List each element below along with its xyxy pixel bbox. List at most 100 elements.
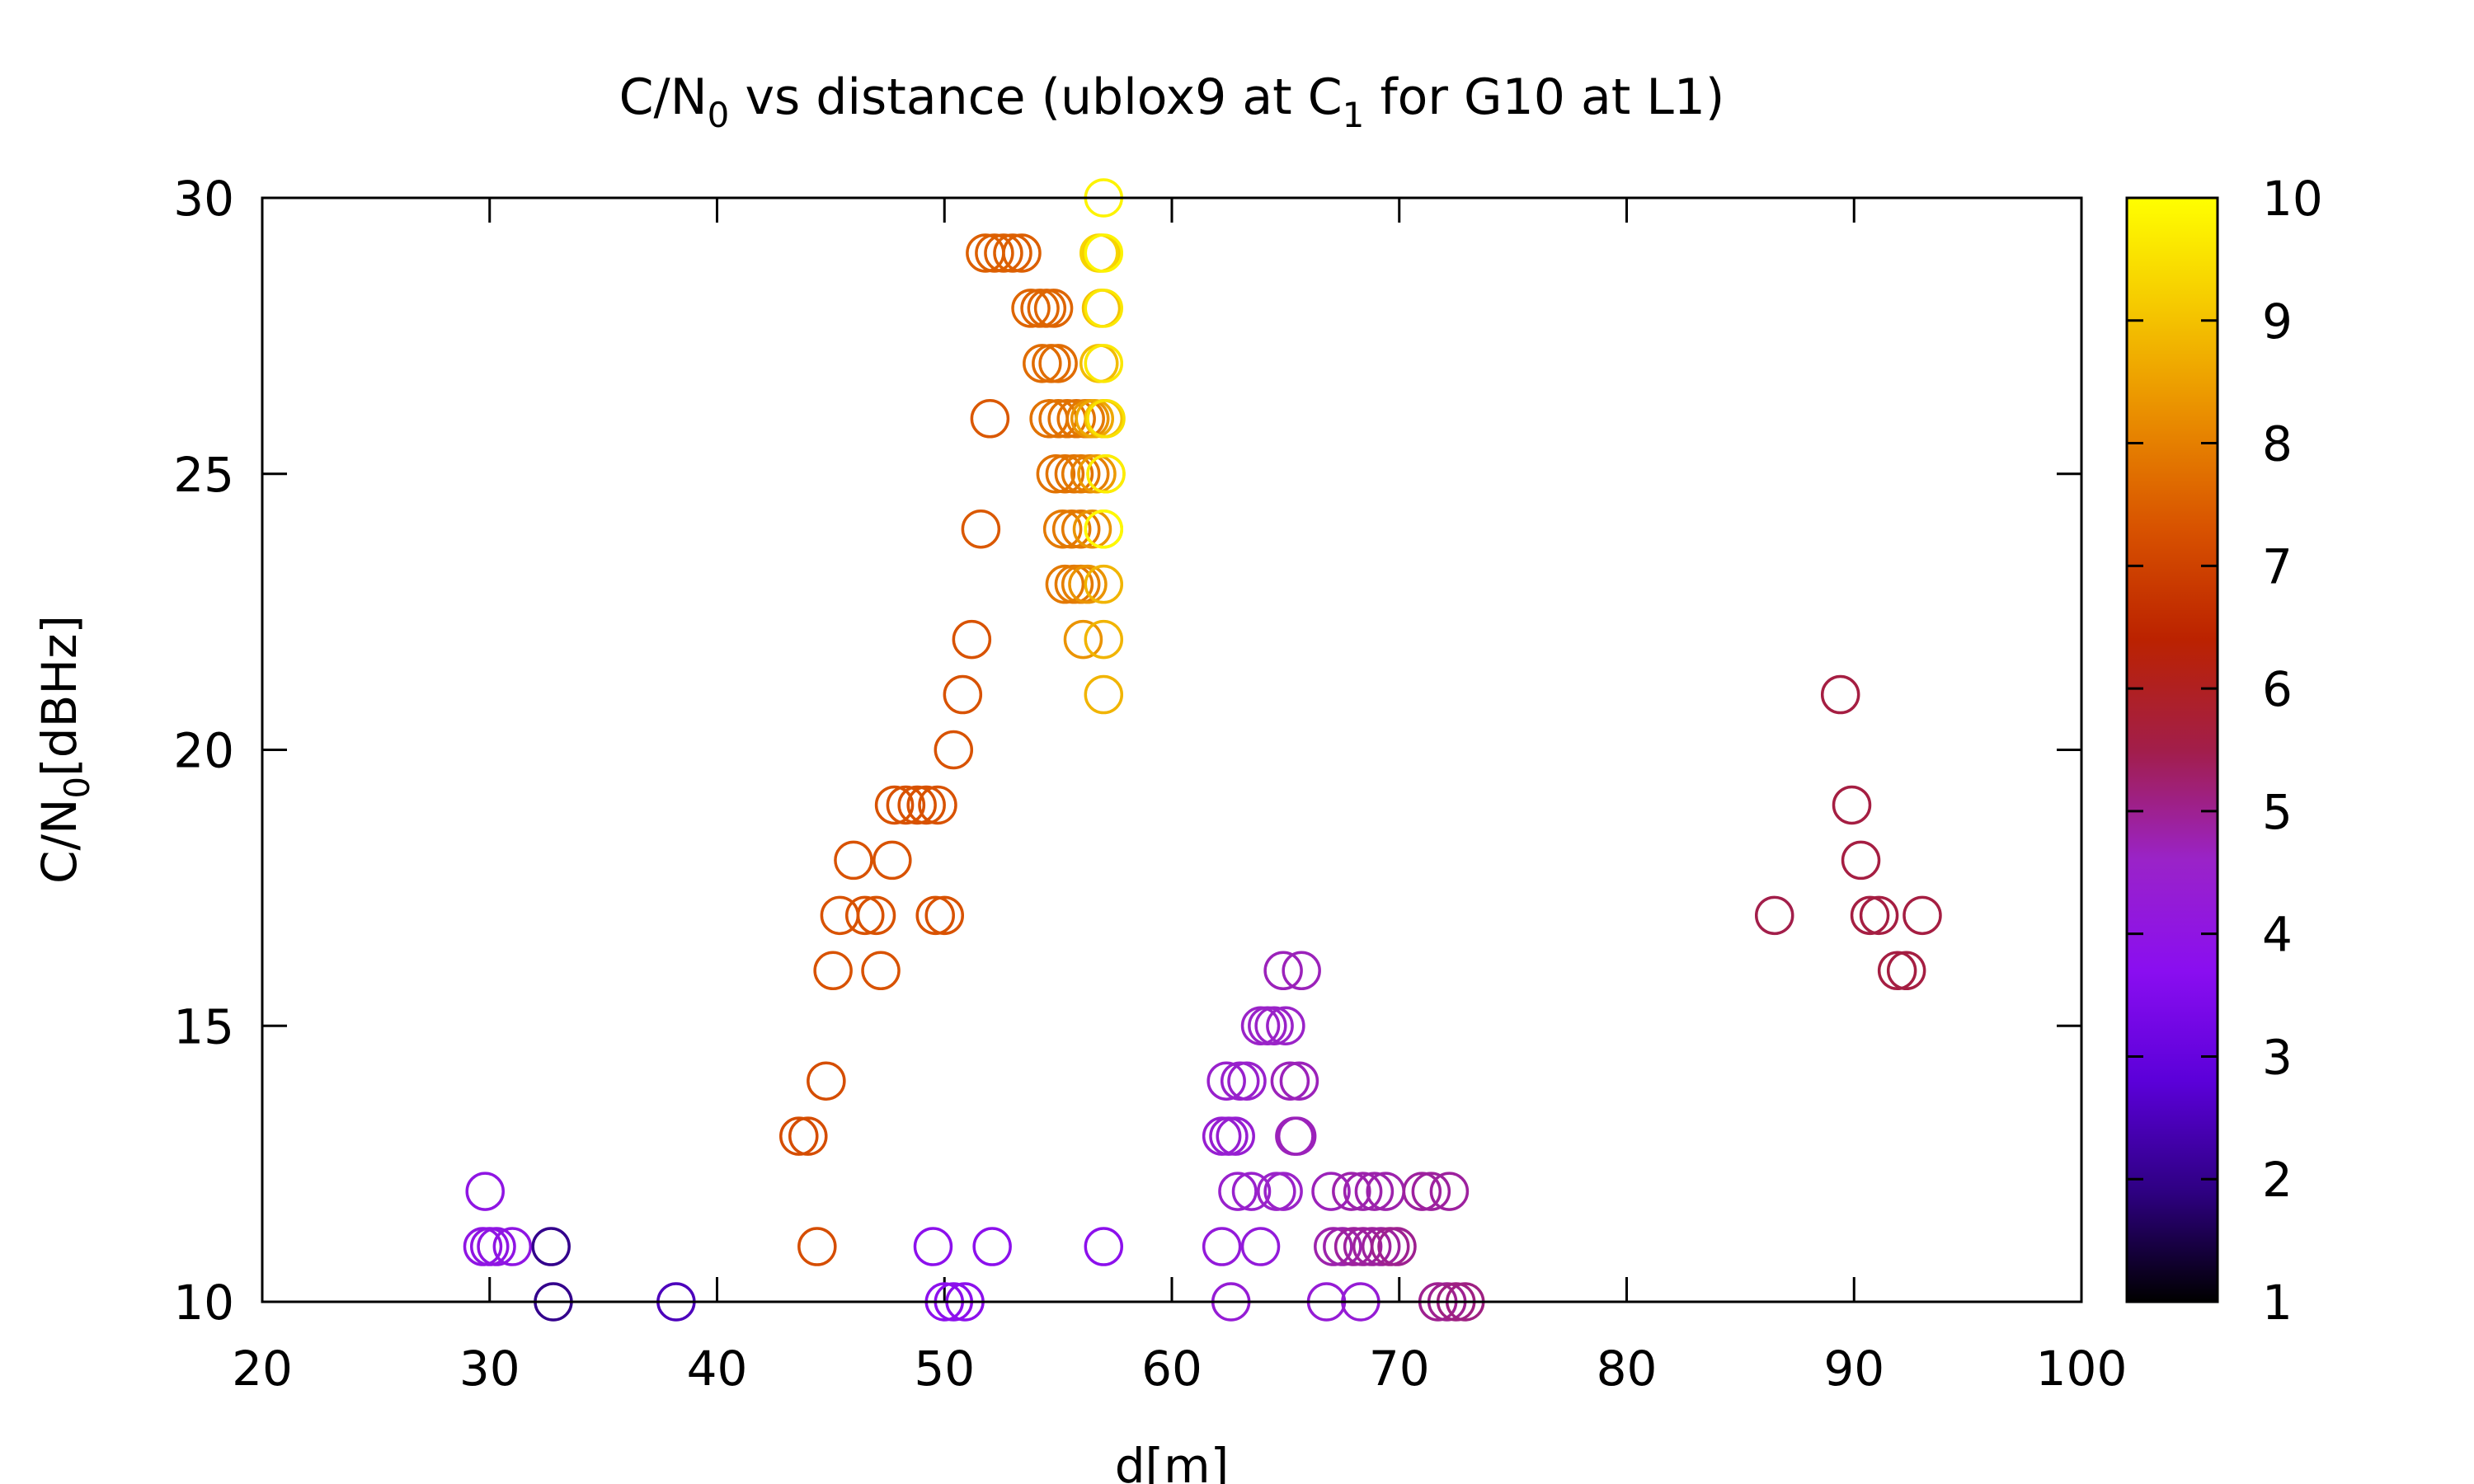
data-point	[1042, 509, 1083, 549]
data-point	[1063, 619, 1103, 660]
data-point	[1084, 509, 1124, 549]
data-point	[1877, 951, 1917, 991]
data-point	[1206, 1061, 1246, 1101]
x-tick-label: 50	[914, 1341, 975, 1397]
data-point	[1832, 785, 1872, 825]
data-point	[1240, 1227, 1281, 1266]
data-point	[874, 785, 915, 825]
data-point	[465, 1172, 505, 1211]
y-axis-label: C/N0[dBHz]	[31, 615, 97, 884]
data-point	[1033, 289, 1074, 328]
data-point	[961, 509, 1001, 549]
data-point	[1886, 951, 1926, 991]
data-point	[1859, 895, 1899, 936]
x-tick-label: 100	[2036, 1341, 2128, 1397]
y-tick-label: 30	[173, 171, 234, 227]
data-point	[1081, 233, 1122, 273]
data-point	[1061, 509, 1101, 549]
data-point	[1068, 564, 1108, 604]
data-point	[1011, 289, 1051, 328]
data-point	[1084, 289, 1124, 328]
data-point	[1266, 1006, 1305, 1045]
data-point	[856, 895, 896, 936]
y-tick-label: 25	[173, 447, 234, 503]
colorbar-tick-label: 1	[2262, 1275, 2293, 1331]
data-point	[1045, 454, 1085, 494]
data-point	[1084, 674, 1124, 715]
axis-ticks	[261, 196, 2083, 1303]
data-point	[1314, 1227, 1353, 1266]
colorbar-tick-label: 5	[2262, 784, 2293, 840]
x-axis-label: d[m]	[1115, 1438, 1230, 1484]
data-point	[1084, 233, 1124, 273]
chart-title: C/N0 vs distance (ublox9 at C1 for G10 a…	[619, 68, 1725, 135]
data-point	[1056, 399, 1096, 439]
data-point	[934, 730, 974, 770]
data-points	[463, 178, 1942, 1322]
x-tick-label: 80	[1597, 1341, 1658, 1397]
colorbar-tick-label: 6	[2262, 661, 2293, 717]
data-point	[1216, 1116, 1255, 1156]
data-point	[1754, 895, 1794, 936]
data-point	[1411, 1172, 1451, 1211]
data-point	[1075, 399, 1114, 439]
data-point	[872, 840, 912, 881]
data-point	[1045, 564, 1085, 604]
colorbar	[2125, 196, 2219, 1303]
data-point	[1084, 344, 1124, 383]
data-point	[797, 1227, 837, 1266]
data-point	[1084, 564, 1124, 604]
data-point	[1841, 840, 1881, 881]
data-point	[1081, 289, 1122, 328]
data-point	[1002, 233, 1042, 273]
data-point	[918, 785, 957, 825]
data-point	[886, 785, 926, 825]
data-point	[477, 1227, 516, 1266]
data-point	[1023, 344, 1062, 383]
data-point	[915, 895, 955, 936]
data-point	[779, 1116, 819, 1156]
data-point	[970, 399, 1010, 439]
colorbar-tick-label: 8	[2262, 416, 2293, 472]
data-point	[1086, 454, 1126, 494]
data-point	[1323, 1227, 1362, 1266]
data-point	[1402, 1172, 1442, 1211]
data-point	[1332, 1172, 1371, 1211]
data-point	[1361, 1227, 1401, 1266]
y-tick-label: 20	[173, 723, 234, 779]
data-point	[1903, 895, 1942, 936]
data-point	[943, 674, 983, 715]
data-point	[1077, 454, 1117, 494]
data-point	[531, 1227, 571, 1266]
data-point	[1343, 1172, 1383, 1211]
data-point	[924, 895, 964, 936]
x-tick-labels: 20 30 40 50 60 70 80 90 100	[232, 1341, 2127, 1397]
colorbar-tick-label: 7	[2262, 538, 2293, 594]
colorbar-tick-label: 3	[2262, 1029, 2293, 1085]
x-tick-label: 60	[1141, 1341, 1202, 1397]
data-point	[993, 233, 1032, 273]
y-tick-labels: 10 15 20 25 30	[173, 171, 234, 1331]
data-point	[1061, 454, 1101, 494]
y-tick-label: 15	[173, 998, 234, 1054]
data-point	[1275, 1116, 1315, 1156]
colorbar-tick-label: 2	[2262, 1152, 2293, 1208]
data-point	[1038, 344, 1078, 383]
data-point	[492, 1227, 533, 1266]
data-point	[1820, 674, 1860, 715]
data-point	[975, 233, 1014, 273]
data-point	[1263, 951, 1303, 991]
colorbar-tick-label: 9	[2262, 294, 2293, 350]
data-point	[1282, 951, 1321, 991]
data-point	[788, 1116, 828, 1156]
colorbar-tick-labels: 1 2 3 4 5 6 7 8 9 10	[2262, 171, 2323, 1331]
data-point	[1036, 454, 1076, 494]
data-point	[1343, 1227, 1383, 1266]
data-point	[1231, 1172, 1272, 1211]
data-point	[1850, 895, 1890, 936]
data-point	[1072, 509, 1112, 549]
data-point	[813, 951, 853, 991]
data-point	[1377, 1227, 1417, 1266]
data-point	[1084, 619, 1124, 660]
data-point	[1202, 1227, 1242, 1266]
